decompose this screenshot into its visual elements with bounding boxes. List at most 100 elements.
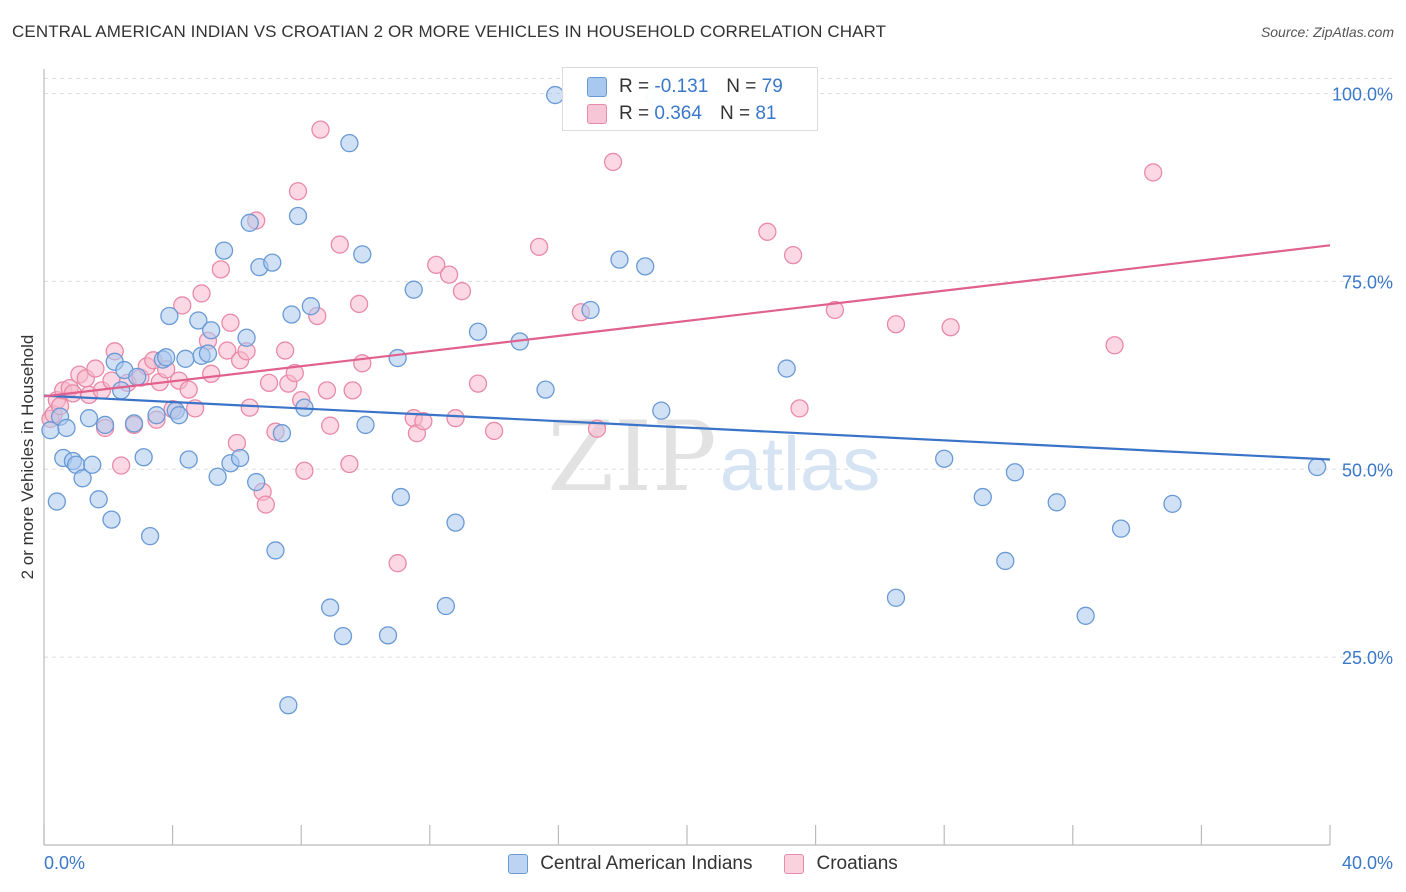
central-american-indian-point	[89, 490, 108, 509]
central-american-indian-point	[391, 487, 411, 507]
croatian-point	[285, 363, 304, 383]
central-american-indian-point	[176, 349, 195, 368]
central-american-indian-point	[353, 245, 372, 264]
croatian-point	[340, 454, 359, 474]
legend-n-value: 81	[755, 103, 777, 124]
croatian-point	[349, 294, 369, 314]
central-american-indian-point	[581, 300, 600, 320]
croatian-point	[259, 373, 279, 393]
central-american-indian-point	[333, 626, 353, 646]
central-american-indian-point	[124, 414, 144, 433]
croatian-point	[1105, 336, 1124, 355]
central-american-indian-point	[79, 409, 99, 428]
croatian-point	[240, 398, 259, 417]
legend-r-label: R =	[619, 76, 650, 97]
central-american-indian-point	[102, 510, 121, 529]
central-american-indian-point	[83, 455, 102, 474]
central-american-indian-point	[157, 348, 176, 367]
central-american-indian-point	[886, 588, 906, 607]
legend-swatch-pink	[587, 104, 607, 124]
central-american-indian-point	[169, 406, 189, 425]
croatian-point	[825, 300, 845, 320]
central-american-indian-point	[272, 424, 292, 443]
central-american-indian-point	[140, 527, 160, 546]
croatian-point	[288, 182, 308, 201]
central-american-indian-point	[112, 381, 131, 400]
points-layer	[41, 85, 1327, 715]
series-legend-swatch-blue	[508, 854, 529, 874]
grid-layer	[44, 78, 1394, 658]
croatian-point	[86, 359, 105, 378]
croatian-point	[783, 245, 803, 265]
croatian-point	[758, 222, 777, 241]
central-american-indian-point	[340, 133, 359, 153]
central-american-indian-point	[404, 280, 423, 299]
croatian-point	[1144, 163, 1163, 182]
croatian-point	[468, 374, 488, 393]
croatian-point	[211, 260, 230, 279]
central-american-indian-point	[1047, 493, 1066, 512]
x-tick-label: 0.0%	[44, 853, 85, 873]
croatian-point	[886, 315, 906, 334]
croatian-point	[484, 421, 504, 441]
central-american-indian-point	[610, 250, 629, 269]
central-american-indian-point	[134, 448, 153, 467]
croatian-point	[112, 456, 131, 475]
croatian-point	[202, 364, 221, 383]
y-tick-label: 100.0%	[1332, 85, 1393, 105]
legend-n-value: 79	[761, 76, 783, 97]
croatian-point	[529, 237, 549, 256]
series-legend-item-central-american-indians: Central American Indians	[508, 853, 752, 875]
croatian-point	[218, 341, 237, 360]
central-american-indian-point	[147, 406, 166, 425]
croatian-point	[587, 419, 607, 438]
central-american-indian-point	[935, 449, 954, 468]
croatian-point	[173, 296, 192, 315]
croatian-point	[221, 313, 240, 332]
central-american-indian-point	[189, 311, 208, 330]
series-legend-swatch-pink	[784, 854, 805, 874]
central-american-indian-point	[356, 415, 375, 435]
central-american-indian-point	[652, 401, 671, 420]
central-american-indian-point	[1111, 519, 1131, 538]
croatian-point	[439, 265, 459, 284]
central-american-indian-point	[282, 305, 301, 324]
croatian-point	[452, 282, 472, 301]
croatian-point	[227, 433, 247, 453]
croatian-point	[790, 399, 809, 418]
central-american-indian-point	[777, 359, 796, 378]
legend-r-value: 0.364	[654, 103, 702, 124]
central-american-indian-point	[446, 513, 465, 532]
croatian-point	[320, 416, 340, 435]
central-american-indian-point	[1005, 463, 1025, 482]
central-american-indian-point	[230, 448, 250, 468]
croatian-point	[192, 284, 211, 303]
central-american-indian-point	[266, 541, 285, 560]
croatian-point	[256, 495, 275, 514]
series-legend-item-croatians: Croatians	[784, 853, 898, 875]
series-legend-label: Central American Indians	[540, 853, 753, 874]
central-american-indian-point	[1163, 494, 1182, 513]
legend-r-value: -0.131	[654, 76, 709, 97]
central-american-indian-point	[536, 380, 555, 399]
central-american-indian-point	[198, 344, 218, 363]
central-american-indian-point	[240, 213, 259, 232]
legend-n-label: N =	[726, 76, 757, 97]
source-label: Source: ZipAtlas.com	[1260, 24, 1394, 40]
central-american-indian-point	[279, 696, 298, 715]
x-tick-label: 40.0%	[1342, 853, 1393, 873]
chart-title: CENTRAL AMERICAN INDIAN VS CROATIAN 2 OR…	[12, 22, 887, 41]
central-american-indian-point	[1307, 457, 1327, 477]
central-american-indian-point	[95, 415, 115, 435]
croatian-point	[427, 255, 446, 275]
legend-n-label: N =	[719, 103, 751, 124]
watermark: ZIP atlas	[547, 401, 880, 513]
central-american-indian-point	[320, 598, 340, 617]
central-american-indian-point	[237, 328, 256, 347]
watermark-zip: ZIP	[547, 401, 716, 513]
central-american-indian-point	[202, 321, 221, 340]
croatian-point	[295, 461, 314, 480]
croatian-point	[330, 235, 349, 254]
central-american-indian-point	[378, 626, 398, 645]
